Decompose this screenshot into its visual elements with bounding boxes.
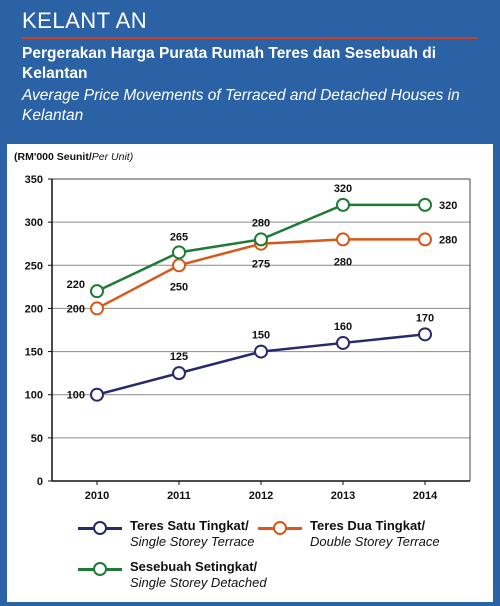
x-tick-label: 2013 [331,490,355,502]
legend-item-double-terrace: Teres Dua Tingkat/ Double Storey Terrace [258,518,440,550]
data-label-double-terrace: 250 [170,281,188,293]
data-label-single-detached: 320 [334,183,352,195]
data-point-double-terrace [418,232,432,247]
chart-title-english: Average Price Movements of Terraced and … [22,87,460,124]
legend-label-malay: Sesebuah Setingkat/ [130,559,258,574]
legend-swatch-single-terrace [78,521,122,535]
data-point-single-detached [90,284,104,299]
data-label-single-terrace: 160 [334,321,352,333]
data-label-single-detached: 280 [252,217,270,229]
data-point-double-terrace [336,232,350,247]
y-tick-label: 200 [25,303,43,315]
y-tick-label: 150 [25,347,43,359]
data-point-single-terrace [90,387,104,402]
title-rule [22,37,478,39]
legend-label-english: Double Storey Terrace [310,534,440,549]
legend-label-malay: Teres Dua Tingkat/ [310,518,426,533]
data-point-single-terrace [336,335,350,350]
x-tick-label: 2012 [249,490,273,502]
legend-item-single-detached: Sesebuah Setingkat/ Single Storey Detach… [78,559,267,591]
y-tick-label: 100 [25,390,43,402]
x-tick-label: 2011 [167,490,191,502]
region-title: KELANT AN [22,8,148,33]
y-axis-unit-label: (RM'000 Seunit/Per Unit) [14,151,133,163]
chart-title-malay: Pergerakan Harga Purata Rumah Teres dan … [22,45,437,82]
y-axis-unit-english: Per Unit) [91,151,134,163]
data-label-double-terrace: 280 [334,256,352,268]
data-label-single-terrace: 170 [416,312,434,324]
data-point-double-terrace [90,301,104,316]
legend-label-english: Single Storey Terrace [130,534,255,549]
data-label-double-terrace: 280 [439,234,457,246]
y-tick-label: 350 [25,174,43,186]
data-label-single-detached: 265 [170,231,188,243]
legend-swatch-single-detached [78,562,122,576]
data-label-single-terrace: 150 [252,330,270,342]
data-label-single-detached: 220 [67,279,85,291]
data-point-single-detached [254,232,268,247]
data-point-single-detached [172,245,186,260]
legend-label-english: Single Storey Detached [130,575,267,590]
legend-label-malay: Teres Satu Tingkat/ [130,518,249,533]
y-tick-label: 50 [31,433,43,445]
legend-item-single-terrace: Teres Satu Tingkat/ Single Storey Terrac… [78,518,255,550]
data-point-single-detached [336,197,350,212]
x-tick-label: 2010 [85,490,109,502]
data-point-single-terrace [418,327,432,342]
data-label-single-terrace: 100 [67,390,85,402]
data-label-single-terrace: 125 [170,351,188,363]
data-point-single-detached [418,197,432,212]
data-point-single-terrace [254,344,268,359]
y-tick-label: 0 [37,476,43,488]
y-tick-label: 300 [25,217,43,229]
data-label-double-terrace: 275 [252,259,270,271]
legend-swatch-double-terrace [258,521,302,535]
data-label-single-detached: 320 [439,200,457,212]
data-label-double-terrace: 200 [67,303,85,315]
x-tick-label: 2014 [413,490,438,502]
series-line-single-terrace [96,333,426,396]
data-point-single-terrace [172,366,186,381]
chart-panel [7,144,493,602]
y-axis-unit-malay: (RM'000 Seunit/ [14,151,92,163]
y-tick-label: 250 [25,260,43,272]
data-point-double-terrace [172,258,186,273]
